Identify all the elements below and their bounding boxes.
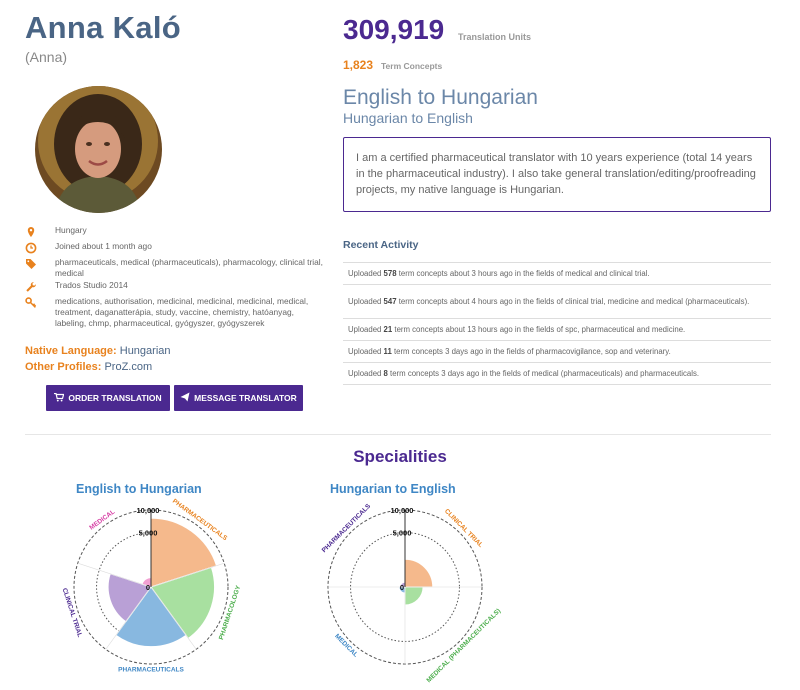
polar-spoke <box>150 586 197 650</box>
polar-chart-en-hu: PHARMACEUTICALSPHARMACOLOGYPHARMACEUTICA… <box>61 498 243 674</box>
send-icon <box>180 392 190 404</box>
polar-sector <box>150 566 215 640</box>
joined-row: Joined about 1 month ago <box>25 241 325 254</box>
native-language: Native Language: Hungarian <box>25 345 171 357</box>
software-text: Trados Studio 2014 <box>55 280 128 290</box>
order-translation-label: ORDER TRANSLATION <box>68 393 162 403</box>
polar-category-label: MEDICAL (PHARMACEUTICALS) <box>426 608 503 685</box>
polar-category-label: PHARMACEUTICALS <box>118 667 184 674</box>
specialities-title: Specialities <box>353 447 447 466</box>
fields-text: pharmaceuticals, medical (pharmaceutical… <box>55 257 323 278</box>
polar-sector <box>150 517 218 588</box>
polar-tick-label: 5,000 <box>139 529 158 538</box>
other-profiles-label: Other Profiles: <box>25 361 102 373</box>
term-concepts-count: 1,823 <box>343 58 374 72</box>
software-row: Trados Studio 2014 <box>25 280 325 292</box>
bio-box: I am a certified pharmaceutical translat… <box>343 137 771 212</box>
polar-spoke <box>105 586 152 650</box>
chart-title-hu-en: Hungarian to English <box>330 482 456 496</box>
polar-spoke <box>77 562 152 588</box>
polar-tick-label: 10,000 <box>391 506 414 515</box>
polar-sector <box>404 586 424 606</box>
activity-item: Uploaded 11 term concepts 3 days ago in … <box>343 341 771 363</box>
native-language-label: Native Language: <box>25 345 117 357</box>
polar-category-label: PHARMACOLOGY <box>218 584 242 641</box>
primary-language-pair: English to Hungarian <box>343 86 538 109</box>
term-concepts-label: Term Concepts <box>381 61 443 71</box>
polar-sector <box>404 558 434 588</box>
activity-item: Uploaded 547 term concepts about 4 hours… <box>343 285 771 319</box>
bio-text: I am a certified pharmaceutical translat… <box>356 152 756 196</box>
recent-activity-title: Recent Activity <box>343 239 419 251</box>
keywords-row: medications, authorisation, medicinal, m… <box>25 296 325 329</box>
polar-tick-label: 10,000 <box>137 506 160 515</box>
translator-name: Anna Kaló <box>25 10 181 45</box>
location-text: Hungary <box>55 225 87 235</box>
location-row: Hungary <box>25 225 325 237</box>
joined-text: Joined about 1 month ago <box>55 241 152 251</box>
activity-item: Uploaded 8 term concepts 3 days ago in t… <box>343 363 771 385</box>
fields-row: pharmaceuticals, medical (pharmaceutical… <box>25 257 325 279</box>
wrench-icon <box>25 280 37 292</box>
polar-tick-label: 5,000 <box>393 529 412 538</box>
message-translator-label: MESSAGE TRANSLATOR <box>194 393 297 403</box>
other-profiles: Other Profiles: ProZ.com <box>25 361 152 373</box>
section-divider <box>25 434 771 435</box>
translation-units-label: Translation Units <box>458 32 532 42</box>
polar-category-label: PHARMACEUTICALS <box>321 502 373 554</box>
activity-item: Uploaded 578 term concepts about 3 hours… <box>343 263 771 285</box>
tags-icon <box>25 257 37 269</box>
translator-nickname: (Anna) <box>25 49 68 65</box>
polar-spoke <box>150 562 225 588</box>
polar-tick-label: 0 <box>146 583 150 592</box>
polar-sector <box>107 573 152 623</box>
polar-category-label: CLINICAL TRIAL <box>61 587 83 638</box>
secondary-language-pair: Hungarian to English <box>343 110 473 126</box>
cart-icon <box>54 392 65 404</box>
message-translator-button[interactable]: MESSAGE TRANSLATOR <box>174 385 303 411</box>
polar-category-label: CLINICAL TRIAL <box>443 508 484 549</box>
keywords-text: medications, authorisation, medicinal, m… <box>55 296 309 328</box>
translation-units-count: 309,919 <box>343 14 445 45</box>
activity-item: Uploaded 21 term concepts about 13 hours… <box>343 319 771 341</box>
recent-activity-list: Uploaded 578 term concepts about 3 hours… <box>343 262 771 385</box>
map-pin-icon <box>25 225 37 237</box>
chart-title-en-hu: English to Hungarian <box>76 482 202 496</box>
native-language-value: Hungarian <box>119 345 171 357</box>
polar-tick-label: 0 <box>400 583 404 592</box>
polar-sector <box>115 586 187 648</box>
clock-icon <box>25 241 37 254</box>
other-profiles-link[interactable]: ProZ.com <box>104 361 153 373</box>
profile-photo <box>35 86 162 213</box>
order-translation-button[interactable]: ORDER TRANSLATION <box>46 385 170 411</box>
key-icon <box>25 296 37 308</box>
